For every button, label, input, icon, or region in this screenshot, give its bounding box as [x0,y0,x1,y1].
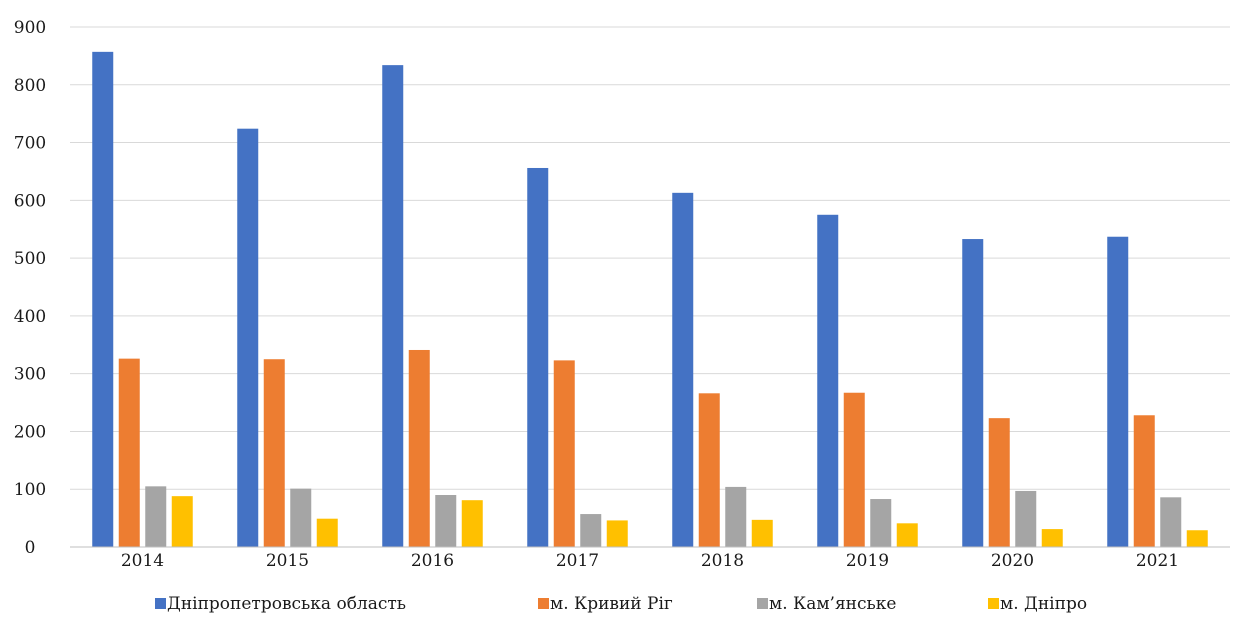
legend-label: Дніпропетровська область [167,594,406,614]
bar-2021-series-4 [1186,530,1208,547]
bar-2018-series-1 [672,192,694,548]
bar-2016-series-1 [382,65,404,547]
x-axis-ticks: 2014 2015 2016 2017 2018 2019 2020 2021 [121,551,1179,571]
bar-2020-series-3 [1015,490,1037,547]
bar-2019-series-3 [870,499,892,547]
legend-label: м. Кривий Ріг [550,594,673,614]
bar-2015-series-1 [237,128,259,547]
legend-swatch [155,598,166,609]
y-tick-label: 400 [14,307,46,327]
bar-2021-series-3 [1160,497,1182,547]
gridlines [70,26,1230,490]
bar-2020-series-1 [962,239,984,548]
bar-2017-series-3 [580,514,602,547]
legend-label: м. Дніпро [1000,594,1087,614]
y-tick-label: 600 [14,191,46,211]
y-axis-ticks: 0 100 200 300 400 500 600 700 800 900 [14,18,46,558]
y-tick-label: 900 [14,18,46,38]
bar-2019-series-1 [817,214,839,547]
legend-swatch [988,598,999,609]
y-tick-label: 800 [14,76,46,96]
y-tick-label: 500 [14,249,46,269]
bar-2017-series-4 [606,520,628,547]
legend-swatch [538,598,549,609]
bar-2021-series-2 [1133,415,1155,547]
bar-2015-series-3 [290,488,312,547]
bar-2014-series-1 [92,51,114,547]
bar-2018-series-2 [698,393,720,547]
bar-2017-series-1 [527,167,549,547]
x-tick-label: 2014 [121,551,164,571]
legend-label: м. Кам’янське [769,594,896,614]
x-tick-label: 2020 [991,551,1034,571]
bar-2019-series-2 [843,392,865,547]
legend-swatch [757,598,768,609]
y-tick-label: 300 [14,365,46,385]
y-tick-label: 200 [14,422,46,442]
bar-2020-series-4 [1041,529,1063,547]
y-tick-label: 700 [14,134,46,154]
x-tick-label: 2018 [701,551,744,571]
bar-2014-series-4 [171,496,193,547]
bar-2021-series-1 [1107,236,1129,547]
y-tick-label: 0 [25,538,36,558]
bar-2014-series-3 [145,486,167,547]
legend: Дніпропетровська область м. Кривий Ріг м. … [155,594,1087,614]
y-tick-label: 100 [14,480,46,500]
bar-2017-series-2 [553,360,575,547]
bar-2016-series-3 [435,495,457,547]
x-tick-label: 2017 [556,551,599,571]
x-tick-label: 2019 [846,551,889,571]
bar-2018-series-4 [751,519,773,547]
x-tick-label: 2016 [411,551,454,571]
bar-2015-series-2 [263,359,285,547]
x-tick-label: 2015 [266,551,309,571]
bar-2016-series-4 [461,500,483,547]
bar-2018-series-3 [725,486,747,547]
bars [92,51,1208,548]
bar-2015-series-4 [316,518,338,547]
bar-2020-series-2 [988,418,1010,547]
bar-2014-series-2 [118,358,140,547]
bar-2019-series-4 [896,523,918,547]
x-tick-label: 2021 [1136,551,1179,571]
bar-2016-series-2 [408,349,430,547]
